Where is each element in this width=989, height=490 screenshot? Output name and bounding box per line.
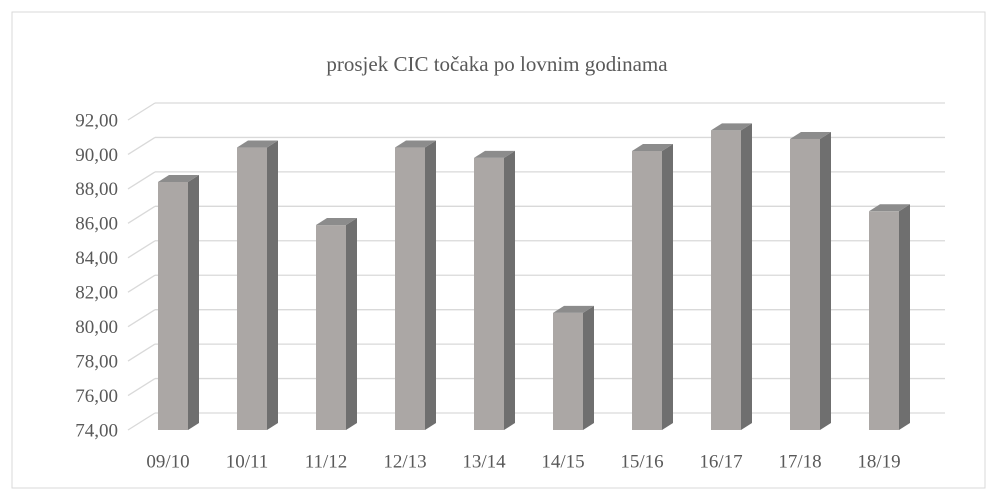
y-tick-label: 84,00 [75, 248, 118, 269]
bar-top [553, 305, 594, 313]
x-tick-label: 11/12 [305, 451, 348, 472]
grid-line [127, 309, 156, 328]
grid-line [127, 136, 156, 155]
bar [711, 130, 741, 431]
bar-side [583, 305, 594, 430]
bar [316, 225, 346, 430]
bar-top [316, 218, 357, 226]
y-tick-label: 92,00 [75, 110, 118, 131]
bar-top [474, 150, 515, 158]
bar-side [899, 204, 910, 430]
x-tick-label: 13/14 [462, 451, 506, 472]
bar-side [741, 123, 752, 430]
bar [237, 147, 267, 431]
bar [553, 312, 583, 430]
y-tick-label: 90,00 [75, 145, 118, 166]
bar-top [237, 140, 278, 148]
y-tick-label: 88,00 [75, 179, 118, 200]
y-tick-label: 74,00 [75, 420, 118, 441]
x-tick-label: 14/15 [541, 451, 584, 472]
y-tick-label: 78,00 [75, 351, 118, 372]
grid-line [127, 240, 156, 259]
y-tick-label: 76,00 [75, 386, 118, 407]
bar-side [425, 140, 436, 431]
y-tick-label: 86,00 [75, 214, 118, 235]
bar-top [711, 123, 752, 131]
x-tick-label: 15/16 [620, 451, 663, 472]
bar [632, 151, 662, 430]
bar-side [662, 144, 673, 430]
bar [158, 182, 188, 430]
bar-side [188, 175, 199, 430]
y-tick-label: 80,00 [75, 317, 118, 338]
bar-top [395, 140, 436, 148]
grid-line [127, 378, 156, 397]
bar-top [632, 144, 673, 151]
bar [395, 147, 425, 431]
chart-title: prosjek CIC točaka po lovnim godinama [326, 52, 668, 76]
x-tick-label: 12/13 [383, 451, 426, 472]
grid-line [127, 171, 156, 190]
x-tick-label: 10/11 [226, 451, 269, 472]
grid-line [127, 412, 156, 431]
bar-side [267, 140, 278, 431]
bar-top [790, 131, 831, 139]
bar-side [504, 150, 515, 430]
x-tick-label: 18/19 [857, 451, 900, 472]
grid-line [127, 102, 156, 121]
bar [869, 211, 899, 430]
bar [474, 157, 504, 430]
bar-side [346, 218, 357, 430]
grid-line [127, 205, 156, 224]
grid-line [127, 343, 156, 362]
bar-side [820, 131, 831, 430]
bar-top [158, 175, 199, 182]
bar-top [869, 204, 910, 212]
y-tick-label: 82,00 [75, 283, 118, 304]
grid-line [127, 274, 156, 293]
bar [790, 138, 820, 430]
x-tick-label: 16/17 [699, 451, 742, 472]
x-tick-label: 17/18 [778, 451, 821, 472]
x-tick-label: 09/10 [146, 451, 189, 472]
